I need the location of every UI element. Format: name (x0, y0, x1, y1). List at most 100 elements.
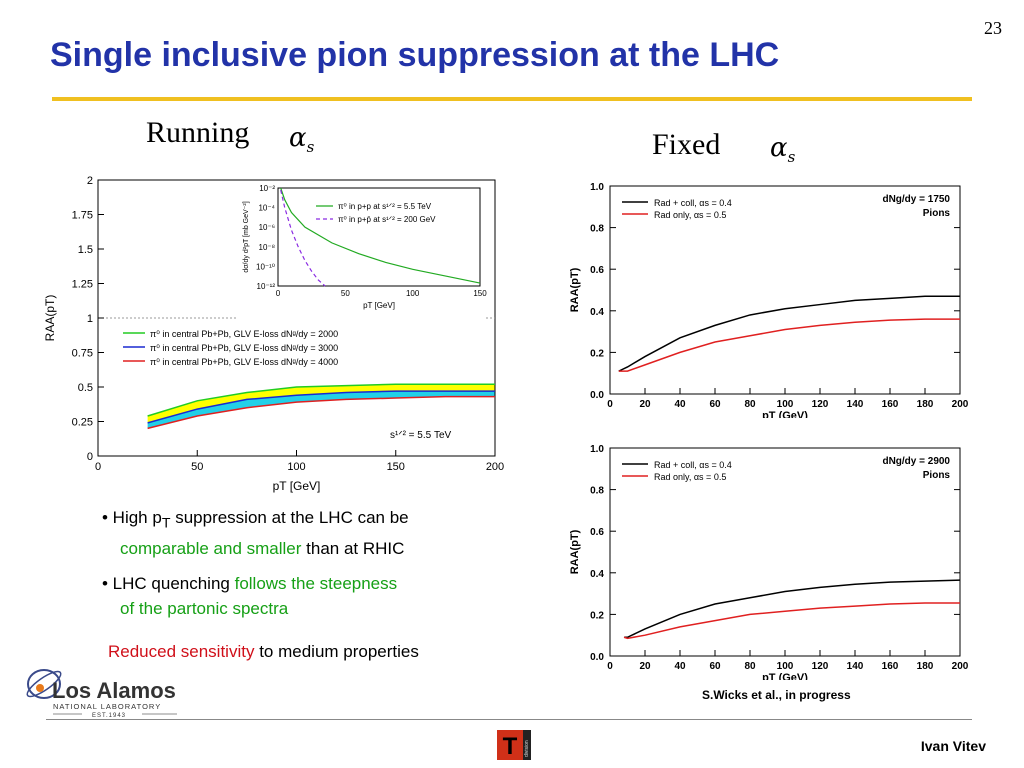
inset-y-tick-label: 10⁻⁶ (259, 223, 275, 232)
inset-y-tick-label: 10⁻⁴ (258, 204, 275, 213)
bullet-1-text-c: than at RHIC (301, 539, 405, 559)
y-tick-label: 0.8 (590, 486, 604, 497)
t-logo-word: division (524, 740, 530, 757)
t-logo-letter: T (503, 733, 518, 760)
x-tick-label: 150 (387, 461, 405, 473)
x-axis-label: pT (GeV) (762, 672, 808, 680)
y-tick-label: 0.2 (590, 348, 604, 359)
bullet-1: • High pT suppression at the LHC can be … (102, 505, 542, 561)
y-tick-label: 0.6 (590, 527, 604, 538)
x-tick-label: 20 (639, 661, 651, 672)
x-tick-label: 160 (882, 661, 899, 672)
conclusion-line: Reduced sensitivity to medium properties (108, 642, 419, 662)
bullet-2-highlight: follows the steepness (234, 574, 398, 594)
inset-y-tick-label: 10⁻¹⁰ (256, 262, 275, 271)
x-tick-label: 50 (191, 461, 203, 473)
lower-band (147, 391, 495, 429)
legend-entry: π⁰ in central Pb+Pb, GLV E-loss dNᵍ/dy =… (150, 357, 338, 367)
series-line (147, 395, 495, 430)
bullet-2: • LHC quenching follows the steepness of… (102, 571, 542, 621)
inset-x-tick-label: 100 (406, 289, 420, 298)
x-tick-label: 200 (486, 461, 504, 473)
energy-annotation: s¹ᐟ² = 5.5 TeV (390, 430, 452, 441)
x-tick-label: 80 (744, 399, 756, 410)
page-number: 23 (984, 18, 1002, 38)
left-main-chart-body: 0 0.25 0.5 0.75 1 1.25 1.5 1.75 2 0 50 100 150 200 π⁰ … (43, 175, 504, 493)
los-alamos-logo: Los Alamos NATIONAL LABORATORY EST.1943 (26, 669, 177, 719)
bullet-1-sub: T (161, 515, 171, 532)
right-bottom-chart-body: 0.0 0.2 0.4 0.6 0.8 1.0 0 20 40 60 80 100 120 140 160 1… (569, 444, 969, 680)
y-tick-label: 1.0 (590, 444, 604, 455)
y-tick-label: 0 (87, 451, 93, 463)
x-tick-label: 60 (709, 399, 721, 410)
logo-name: Los Alamos (52, 678, 176, 703)
x-tick-label: 100 (777, 661, 794, 672)
inset-x-axis-label: pT [GeV] (363, 301, 395, 310)
inset-y-tick-label: 10⁻² (259, 184, 275, 193)
x-tick-label: 40 (674, 399, 686, 410)
t-division-logo: T division (497, 730, 531, 760)
logo-orbit-icon (27, 669, 61, 699)
legend-entry: Rad only, αs = 0.5 (654, 210, 726, 220)
x-tick-label: 0 (607, 661, 613, 672)
pions-annotation: Pions (923, 470, 951, 481)
credit-text: S.Wicks et al., in progress (702, 688, 851, 702)
inset-legend-entry: π⁰ in p+p̄ at s¹ᐟ² = 200 GeV (338, 215, 436, 224)
inset-y-tick-label: 10⁻⁸ (259, 243, 276, 252)
legend-entry: Rad + coll, αs = 0.4 (654, 198, 732, 208)
x-tick-label: 20 (639, 399, 651, 410)
x-tick-label: 120 (812, 399, 829, 410)
legend-entry: Rad only, αs = 0.5 (654, 472, 726, 482)
fixed-label: Fixed (652, 128, 721, 161)
alpha-subscript: s (787, 148, 796, 167)
logo-dot-icon (36, 684, 44, 692)
title-underline (52, 97, 972, 101)
series-line (618, 295, 960, 372)
x-tick-label: 180 (917, 661, 934, 672)
bullet-1-text-b: suppression at the LHC can be (170, 508, 409, 527)
y-tick-label: 0.0 (590, 390, 604, 401)
x-axis-label: pT (GeV) (762, 410, 808, 418)
x-tick-label: 180 (917, 399, 934, 410)
x-tick-label: 100 (287, 461, 305, 473)
logo-est: EST.1943 (92, 713, 126, 719)
inset-y-tick-label: 10⁻¹² (257, 282, 276, 291)
x-tick-label: 120 (812, 661, 829, 672)
slide-title: Single inclusive pion suppression at the… (50, 36, 780, 74)
series-line (623, 602, 960, 640)
density-annotation: dNg/dy = 2900 (882, 456, 950, 467)
footer-rule (46, 719, 972, 720)
inset-x-tick-label: 150 (473, 289, 487, 298)
inset-series-line (280, 189, 326, 287)
y-tick-label: 1.25 (72, 279, 93, 291)
right-top-chart-body: 0.0 0.2 0.4 0.6 0.8 1.0 0 20 40 60 80 100 120 140 160 1… (569, 182, 969, 418)
y-tick-label: 0.8 (590, 224, 604, 235)
y-tick-label: 0.4 (590, 569, 604, 580)
alpha-glyph: α (770, 133, 788, 163)
y-tick-label: 0.75 (72, 348, 93, 360)
y-tick-label: 0.5 (78, 382, 93, 394)
x-tick-label: 160 (882, 399, 899, 410)
x-axis-label: pT [GeV] (273, 479, 321, 493)
t-logo-box (497, 730, 523, 760)
right-top-chart: 0.0 0.2 0.4 0.6 0.8 1.0 0 20 40 60 80 100 120 140 160 1… (569, 182, 969, 418)
legend-entry: π⁰ in central Pb+Pb, GLV E-loss dNᵍ/dy =… (150, 343, 338, 353)
y-tick-label: 1.75 (72, 210, 93, 222)
y-axis-label: RAA(pT) (43, 295, 57, 342)
inset-frame (277, 187, 481, 287)
inset-x-tick-label: 50 (341, 289, 350, 298)
y-tick-label: 0.4 (590, 307, 604, 318)
author-name: Ivan Vitev (920, 738, 986, 754)
running-label: Running (146, 116, 250, 149)
y-tick-label: 0.0 (590, 652, 604, 663)
right-bottom-chart: 0.0 0.2 0.4 0.6 0.8 1.0 0 20 40 60 80 100 120 140 160 1… (569, 444, 969, 680)
y-tick-label: 1.5 (78, 244, 93, 256)
legend-entry: π⁰ in central Pb+Pb, GLV E-loss dNᵍ/dy =… (150, 329, 338, 339)
inset-y-axis-label: dσ/dy d²pT [mb GeV⁻²] (243, 201, 250, 272)
series-line (147, 390, 495, 424)
bullet-2-text-a: • LHC quenching (102, 574, 235, 594)
y-tick-label: 0.25 (72, 417, 93, 429)
alpha-subscript: s (306, 138, 315, 157)
series-line (618, 318, 960, 372)
inset-series-line (280, 187, 481, 284)
